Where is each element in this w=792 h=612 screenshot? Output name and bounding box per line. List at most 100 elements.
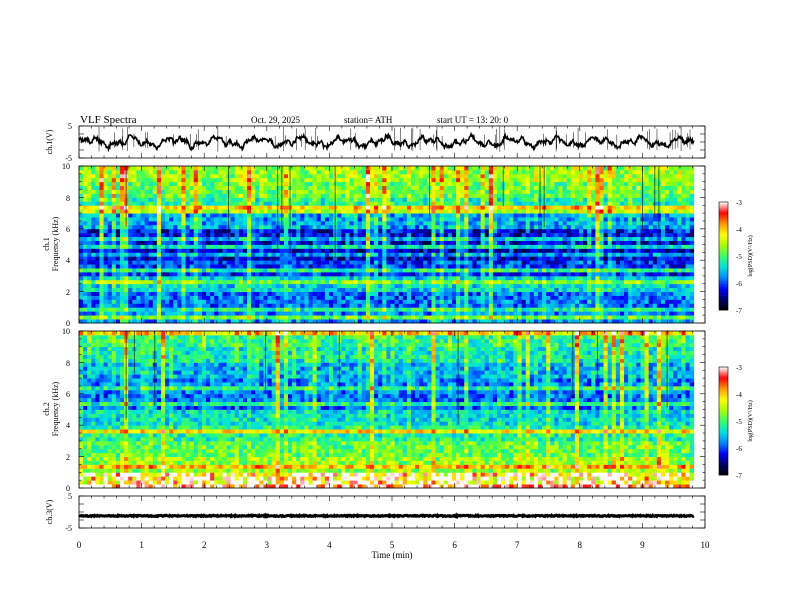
- spectrogram-cell: [242, 287, 248, 293]
- spectrogram-cell: [669, 287, 674, 293]
- spectrogram-cell: [615, 307, 621, 312]
- spectrogram-cell: [386, 299, 391, 304]
- spectrogram-cell: [681, 209, 686, 214]
- spectrogram-cell: [681, 256, 686, 261]
- spectrogram-cell: [570, 303, 576, 308]
- spectrogram-cell: [152, 291, 158, 296]
- spectrogram-cell: [636, 299, 641, 304]
- spectrogram-cell: [365, 275, 371, 281]
- spectrogram-cell: [406, 315, 412, 320]
- spectrogram-cell: [361, 252, 367, 257]
- spectrogram-cell: [156, 232, 162, 238]
- spectrogram-cell: [103, 256, 109, 261]
- spectrogram-cell: [554, 220, 559, 226]
- spectrogram-cell: [460, 283, 465, 289]
- spectrogram-cell: [632, 283, 637, 289]
- spectrogram-cell: [251, 260, 256, 265]
- spectrogram-cell: [193, 228, 199, 234]
- spectrogram-cell: [193, 236, 199, 241]
- spectrogram-cell: [214, 295, 219, 300]
- spectrogram-cell: [234, 217, 240, 222]
- spectrogram-cell: [156, 295, 162, 300]
- spectrogram-cell: [468, 264, 473, 269]
- spectrogram-cell: [456, 279, 461, 285]
- spectrogram-cell: [189, 315, 195, 320]
- spectrogram-cell: [554, 260, 559, 265]
- spectrogram-cell: [374, 303, 379, 308]
- spectrogram-cell: [509, 275, 514, 281]
- spectrogram-cell: [546, 220, 551, 226]
- spectrogram-cell: [365, 197, 371, 202]
- spectrogram-cell: [103, 197, 109, 202]
- spectrogram-cell: [673, 217, 678, 222]
- spectrogram-cell: [251, 307, 256, 312]
- spectrogram-cell: [361, 307, 367, 312]
- spectrogram-cell: [316, 240, 322, 245]
- spectrogram-cell: [128, 217, 133, 222]
- spectrogram-cell: [656, 315, 662, 320]
- spectrogram-cell: [451, 209, 457, 214]
- spectrogram-cell: [115, 201, 121, 206]
- spectrogram-cell: [222, 311, 227, 316]
- spectrogram-cell: [152, 197, 158, 202]
- spectrogram-cell: [201, 228, 207, 234]
- spectrogram-cell: [685, 307, 691, 312]
- spectrogram-cell: [615, 220, 621, 226]
- spectrogram-cell: [578, 271, 584, 277]
- spectrogram-cell: [595, 295, 600, 300]
- spectrogram-cell: [640, 319, 645, 324]
- spectrogram-cell: [398, 268, 404, 273]
- spectrogram-cell: [533, 217, 539, 222]
- spectrogram-cell: [210, 205, 215, 210]
- spectrogram-cell: [538, 287, 543, 293]
- spectrogram-cell: [472, 256, 477, 261]
- spectrogram-cell: [415, 217, 420, 222]
- spectrogram-cell: [140, 307, 145, 312]
- spectrogram-cell: [288, 271, 293, 277]
- spectrogram-cell: [378, 256, 383, 261]
- spectrogram-cell: [533, 271, 539, 277]
- spectrogram-cell: [378, 307, 383, 312]
- spectrogram-cell: [111, 232, 117, 238]
- spectrogram-cell: [644, 224, 650, 230]
- spectrogram-cell: [333, 275, 338, 281]
- spectrogram-cell: [636, 213, 641, 218]
- spectrogram-cell: [624, 240, 629, 245]
- spectrogram-cell: [79, 295, 84, 300]
- spectrogram-cell: [410, 213, 416, 218]
- spectrogram-cell: [185, 303, 191, 308]
- spectrogram-cell: [79, 240, 84, 245]
- spectrogram-cell: [480, 299, 486, 304]
- spectrogram-cell: [484, 240, 490, 245]
- spectrogram-cell: [124, 236, 129, 241]
- spectrogram-cell: [320, 213, 326, 218]
- spectrogram-cell: [611, 291, 617, 296]
- spectrogram-cell: [128, 287, 133, 293]
- spectrogram-cell: [390, 303, 395, 308]
- spectrogram-cell: [119, 264, 125, 269]
- spectrogram-cell: [283, 217, 289, 222]
- spectrogram-cell: [492, 201, 498, 206]
- spectrogram-cell: [673, 268, 678, 273]
- spectrogram-cell: [169, 244, 174, 249]
- spectrogram-cell: [369, 283, 375, 289]
- spectrogram-cell: [128, 252, 133, 257]
- spectrogram-cell: [443, 224, 449, 230]
- spectrogram-cell: [140, 248, 145, 253]
- spectrogram-cell: [296, 232, 301, 238]
- spectrogram-cell: [685, 295, 691, 300]
- spectrogram-cell: [111, 260, 117, 265]
- spectrogram-cell: [99, 205, 104, 210]
- spectrogram-cell: [501, 268, 506, 273]
- spectrogram-cell: [402, 319, 408, 324]
- spectrogram-cell: [132, 260, 137, 265]
- spectrogram-cell: [288, 311, 293, 316]
- spectrogram-cell: [660, 271, 666, 277]
- spectrogram-cell: [451, 279, 457, 285]
- spectrogram-cell: [632, 232, 637, 238]
- spectrogram-cell: [103, 311, 109, 316]
- spectrogram-cell: [136, 307, 141, 312]
- spectrogram-cell: [517, 264, 523, 269]
- spectrogram-cell: [525, 224, 531, 230]
- spectrogram-cell: [312, 268, 318, 273]
